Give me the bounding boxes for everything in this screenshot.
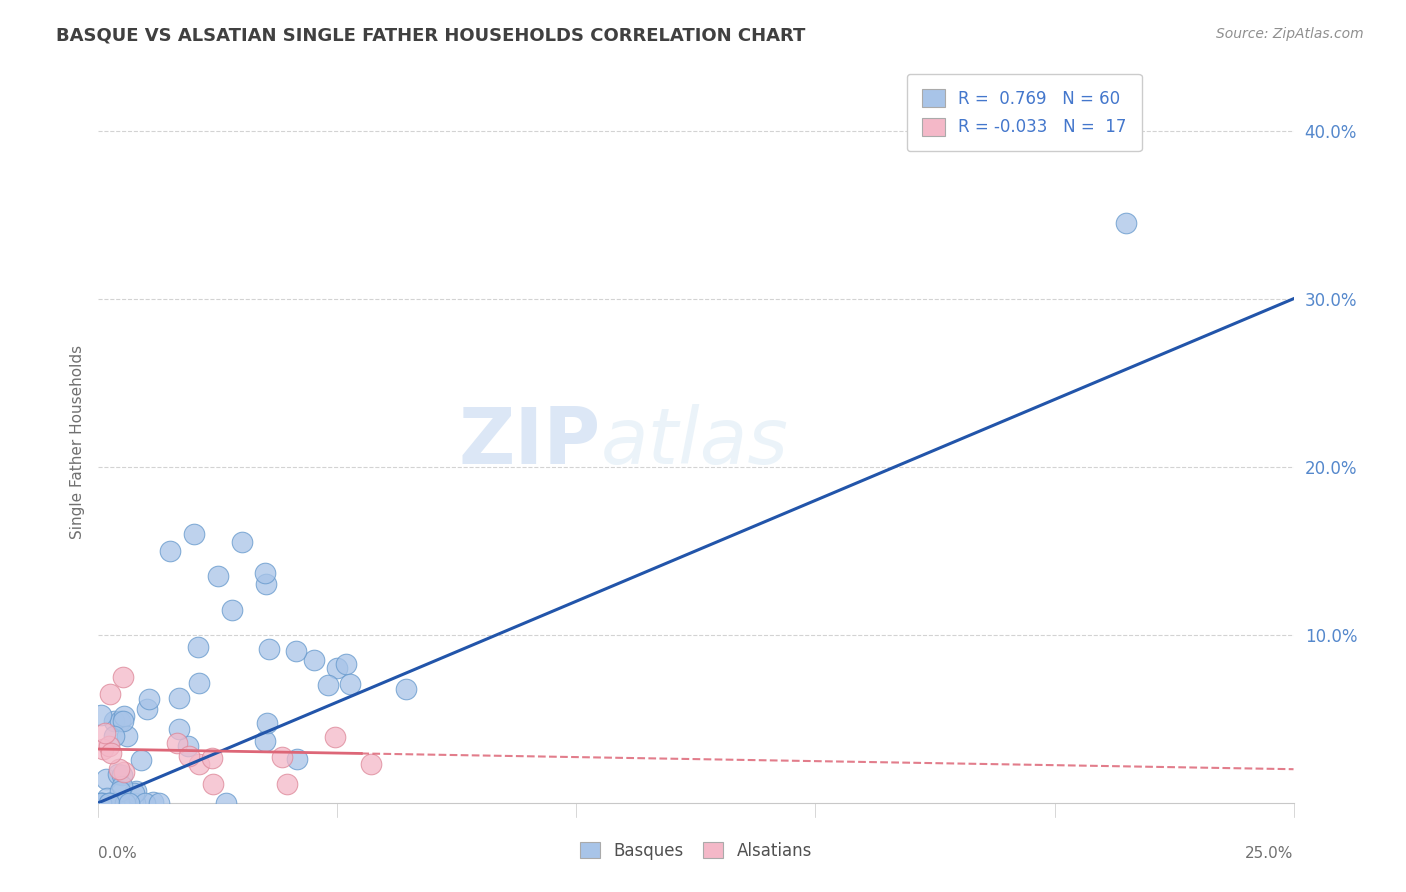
Point bbox=[90, 796, 112, 810]
Point bbox=[112, 764, 135, 779]
Point bbox=[221, 602, 243, 616]
Point bbox=[254, 733, 277, 747]
Point bbox=[94, 726, 117, 740]
Point bbox=[254, 577, 277, 591]
Point bbox=[360, 757, 382, 772]
Point bbox=[177, 739, 200, 753]
Point bbox=[112, 714, 135, 728]
Point bbox=[111, 779, 134, 793]
Point bbox=[108, 796, 131, 810]
Point bbox=[90, 796, 112, 810]
Point bbox=[103, 729, 125, 743]
Point bbox=[124, 796, 146, 810]
Point bbox=[202, 777, 225, 791]
Text: Source: ZipAtlas.com: Source: ZipAtlas.com bbox=[1216, 27, 1364, 41]
Point bbox=[276, 777, 298, 791]
Point bbox=[98, 796, 121, 810]
Point bbox=[395, 682, 418, 697]
Point bbox=[326, 661, 349, 675]
Point bbox=[187, 676, 209, 690]
Point bbox=[270, 750, 292, 764]
Point bbox=[167, 690, 190, 705]
Point bbox=[98, 796, 121, 810]
Point bbox=[108, 784, 131, 798]
Point bbox=[107, 796, 129, 810]
Point bbox=[114, 796, 136, 810]
Point bbox=[98, 687, 121, 701]
Point bbox=[108, 762, 131, 776]
Point bbox=[131, 753, 153, 767]
Point bbox=[253, 566, 276, 581]
Point bbox=[201, 751, 224, 765]
Point bbox=[90, 796, 112, 810]
Text: 25.0%: 25.0% bbox=[1246, 847, 1294, 861]
Point bbox=[323, 730, 346, 744]
Point bbox=[100, 747, 122, 761]
Y-axis label: Single Father Households: Single Father Households bbox=[69, 344, 84, 539]
Point bbox=[257, 641, 280, 656]
Point bbox=[112, 670, 135, 684]
Point bbox=[122, 786, 145, 800]
Point bbox=[285, 644, 308, 658]
Point bbox=[97, 796, 120, 810]
Point bbox=[335, 657, 357, 672]
Point bbox=[183, 527, 205, 541]
Point bbox=[215, 796, 238, 810]
Point bbox=[285, 752, 308, 766]
Text: ZIP: ZIP bbox=[458, 403, 600, 480]
Point bbox=[100, 796, 122, 810]
Point bbox=[179, 748, 201, 763]
Point bbox=[134, 796, 156, 810]
Point bbox=[302, 653, 325, 667]
Text: BASQUE VS ALSATIAN SINGLE FATHER HOUSEHOLDS CORRELATION CHART: BASQUE VS ALSATIAN SINGLE FATHER HOUSEHO… bbox=[56, 27, 806, 45]
Point bbox=[112, 709, 135, 723]
Point bbox=[90, 708, 112, 723]
Point bbox=[107, 796, 129, 810]
Text: atlas: atlas bbox=[600, 403, 789, 480]
Legend: Basques, Alsatians: Basques, Alsatians bbox=[574, 836, 818, 867]
Point bbox=[110, 768, 132, 782]
Point bbox=[1115, 216, 1137, 230]
Point bbox=[207, 569, 229, 583]
Point bbox=[91, 742, 114, 756]
Point bbox=[187, 640, 209, 655]
Point bbox=[96, 791, 118, 805]
Point bbox=[142, 795, 165, 809]
Point bbox=[96, 772, 118, 786]
Point bbox=[256, 715, 278, 730]
Point bbox=[91, 796, 114, 810]
Point bbox=[103, 796, 125, 810]
Point bbox=[159, 543, 181, 558]
Point bbox=[103, 714, 125, 728]
Point bbox=[97, 739, 120, 753]
Point bbox=[107, 767, 129, 781]
Point bbox=[339, 677, 361, 691]
Point bbox=[316, 678, 339, 692]
Point bbox=[231, 535, 253, 549]
Point bbox=[166, 736, 188, 750]
Point bbox=[148, 796, 170, 810]
Point bbox=[136, 702, 159, 716]
Point bbox=[188, 756, 211, 771]
Point bbox=[108, 714, 131, 728]
Point bbox=[125, 783, 148, 797]
Point bbox=[138, 692, 160, 706]
Point bbox=[118, 796, 141, 810]
Point bbox=[115, 729, 138, 743]
Text: 0.0%: 0.0% bbox=[98, 847, 138, 861]
Point bbox=[167, 722, 190, 736]
